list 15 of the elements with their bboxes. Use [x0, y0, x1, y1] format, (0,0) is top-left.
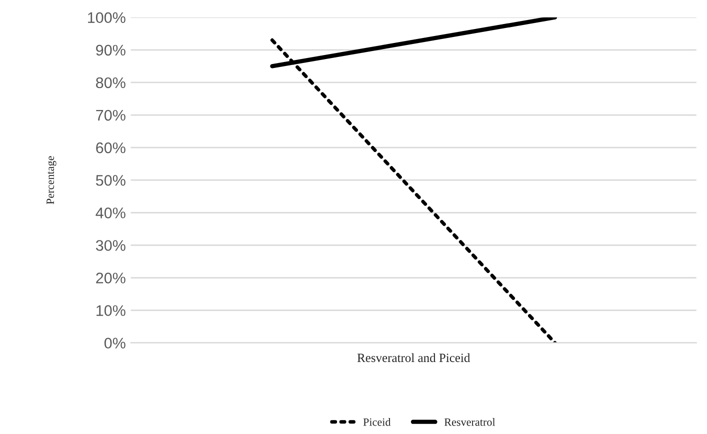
- y-tick-label: 60%: [96, 142, 126, 154]
- legend-label: Resveratrol: [444, 418, 496, 426]
- y-axis-title: Percentage: [46, 156, 56, 204]
- y-tick-label: 90%: [96, 44, 126, 56]
- y-tick-label: 100%: [88, 12, 126, 24]
- y-tick-label: 10%: [96, 305, 126, 316]
- legend-label: Piceid: [363, 418, 391, 426]
- y-tick-label: 70%: [96, 110, 126, 121]
- y-tick-label: 30%: [96, 240, 126, 251]
- y-tick-label: 50%: [96, 174, 126, 186]
- y-tick-label: 40%: [96, 208, 126, 218]
- y-tick-label: 0%: [104, 338, 126, 349]
- x-axis-title: Resveratrol and Piceid: [357, 353, 470, 362]
- y-tick-label: 20%: [96, 272, 126, 284]
- y-tick-label: 80%: [96, 77, 126, 88]
